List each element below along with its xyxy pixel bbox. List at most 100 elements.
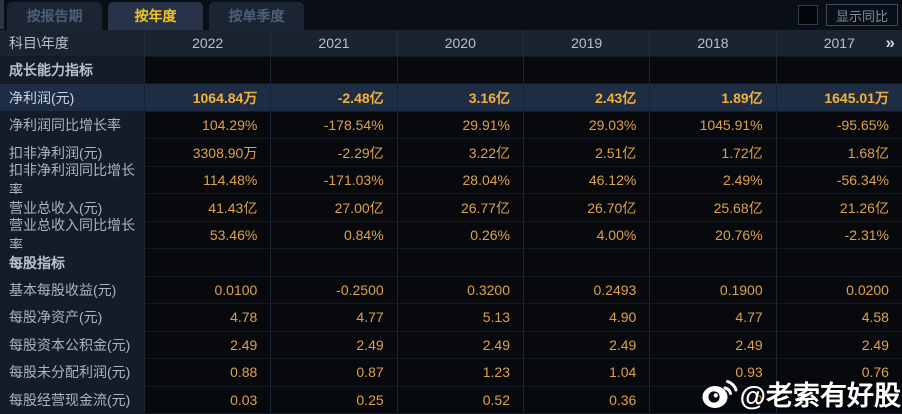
table-row: 基本每股收益(元) 0.0100 -0.2500 0.3200 0.2493 0.1900… (0, 276, 902, 305)
value-cell: -2.48亿 (270, 84, 397, 111)
value-cell: 4.00% (522, 221, 650, 249)
value-cell (522, 57, 650, 84)
table-row: 营业总收入同比增长率 53.46% 0.84% 0.26% 4.00% 20.76% -2.… (0, 217, 902, 253)
value-cell: 4.90 (522, 304, 650, 331)
value-cell: 1.72亿 (649, 139, 776, 166)
value-cell: 2.49 (522, 331, 650, 359)
watermark: @老索有好股 (701, 374, 901, 413)
row-label: 扣非净利润(元) (0, 139, 144, 166)
row-label: 净利润(元) (0, 84, 144, 111)
year-column-header-2021: 2021 (270, 30, 397, 56)
value-cell: 29.91% (396, 111, 523, 139)
value-cell: 4.77 (649, 304, 776, 331)
year-column-header-2020: 2020 (396, 30, 523, 56)
row-label: 每股未分配利润(元) (0, 359, 144, 386)
watermark-handle: @老索有好股 (739, 381, 901, 411)
value-cell: 0.03 (144, 386, 271, 414)
value-cell (270, 57, 397, 84)
value-cell: 114.48% (144, 166, 271, 194)
value-cell: 2.51亿 (522, 139, 650, 166)
value-cell: 2.49 (775, 331, 902, 359)
value-cell: 1.23 (396, 359, 523, 386)
weibo-logo-icon (702, 379, 738, 408)
table-row: 净利润(元) 1064.84万 -2.48亿 3.16亿 2.43亿 1.89亿 1645.… (0, 84, 902, 112)
value-cell: 26.77亿 (396, 194, 523, 221)
value-cell: 1.89亿 (649, 84, 776, 111)
year-column-header-2019: 2019 (522, 30, 650, 56)
value-cell (649, 249, 776, 276)
value-cell (775, 57, 902, 84)
row-label: 扣非净利润同比增长率 (0, 162, 144, 198)
row-label: 每股净资产(元) (0, 304, 144, 331)
financial-indicators-table: 科目\年度 2022 2021 2020 2019 2018 2017» 成长能力指标 净利润(… (0, 30, 902, 414)
value-cell: 0.0100 (144, 276, 271, 304)
table-header-row: 科目\年度 2022 2021 2020 2019 2018 2017» (0, 30, 902, 57)
year-column-header-2022: 2022 (144, 30, 271, 56)
value-cell: 4.78 (144, 304, 271, 331)
value-cell: 3.22亿 (396, 139, 523, 166)
value-cell: 0.88 (144, 359, 271, 386)
top-tab-bar: 按报告期 按年度 按单季度 显示同比 (0, 0, 902, 30)
value-cell: -171.03% (270, 166, 397, 194)
tab-period-2[interactable]: 按单季度 (209, 2, 304, 30)
row-label: 每股经营现金流(元) (0, 386, 144, 414)
value-cell: -178.54% (270, 111, 397, 139)
value-cell: 2.49% (649, 166, 776, 194)
value-cell: 0.52 (396, 386, 523, 414)
value-cell: 0.76 (775, 359, 902, 386)
value-cell: 21.26亿 (775, 194, 902, 221)
value-cell: 20.76% (649, 221, 776, 249)
section-row: 每股指标 (0, 249, 902, 277)
row-label: 每股资本公积金(元) (0, 331, 144, 359)
value-cell: -0.2500 (270, 276, 397, 304)
table-row: 净利润同比增长率 104.29% -178.54% 29.91% 29.03% 1045.… (0, 111, 902, 140)
value-cell: 1645.01万 (775, 84, 902, 111)
value-cell (522, 249, 650, 276)
value-cell: 0.2493 (522, 276, 650, 304)
row-label: 基本每股收益(元) (0, 276, 144, 304)
table-row: 扣非净利润同比增长率 114.48% -171.03% 28.04% 46.12% 2.4… (0, 162, 902, 198)
value-cell (144, 57, 271, 84)
show-yoy-checkbox[interactable] (797, 5, 818, 25)
value-cell: 1.68亿 (775, 139, 902, 166)
value-cell: 2.49 (396, 331, 523, 359)
row-label: 净利润同比增长率 (0, 111, 144, 139)
value-cell: 0.1900 (649, 276, 776, 304)
more-years-icon[interactable]: » (885, 33, 896, 52)
value-cell: 0.84% (270, 221, 397, 249)
value-cell (396, 249, 523, 276)
tab-period-0[interactable]: 按报告期 (7, 2, 102, 30)
value-cell: 29.03% (522, 111, 650, 139)
value-cell: 25.68亿 (649, 194, 776, 221)
show-yoy-button[interactable]: 显示同比 (825, 4, 898, 26)
row-label: 成长能力指标 (0, 57, 144, 84)
value-cell: 0.87 (270, 359, 397, 386)
table-row: 每股净资产(元) 4.78 4.77 5.13 4.90 4.77 4.58 (0, 304, 902, 332)
value-cell: 1045.91% (649, 111, 776, 139)
value-cell (396, 57, 523, 84)
value-cell: 3.16亿 (396, 84, 523, 111)
tab-period-1[interactable]: 按年度 (108, 2, 203, 30)
value-cell: 5.13 (396, 304, 523, 331)
row-label: 每股指标 (0, 249, 144, 276)
value-cell: 0.0200 (775, 276, 902, 304)
table-row: 扣非净利润(元) 3308.90万 -2.29亿 3.22亿 2.51亿 1.72亿 1.6… (0, 139, 902, 167)
value-cell: 4.58 (775, 304, 902, 331)
value-cell: 1.04 (522, 359, 650, 386)
period-tabs: 按报告期 按年度 按单季度 (7, 0, 304, 30)
table-row: 营业总收入(元) 41.43亿 27.00亿 26.77亿 26.70亿 25.68亿 21… (0, 194, 902, 222)
value-cell: 104.29% (144, 111, 271, 139)
value-cell (649, 57, 776, 84)
year-column-header-2018: 2018 (649, 30, 776, 56)
value-cell: -95.65% (775, 111, 902, 139)
value-cell: 0.25 (270, 386, 397, 414)
value-cell: 28.04% (396, 166, 523, 194)
topbar-controls: 显示同比 (797, 4, 898, 26)
value-cell: 27.00亿 (270, 194, 397, 221)
value-cell: 0.3200 (396, 276, 523, 304)
table-row: 每股资本公积金(元) 2.49 2.49 2.49 2.49 2.49 2.49 (0, 331, 902, 360)
value-cell: -2.31% (775, 221, 902, 249)
value-cell: 2.49 (649, 331, 776, 359)
value-cell: 2.49 (270, 331, 397, 359)
value-cell (144, 249, 271, 276)
